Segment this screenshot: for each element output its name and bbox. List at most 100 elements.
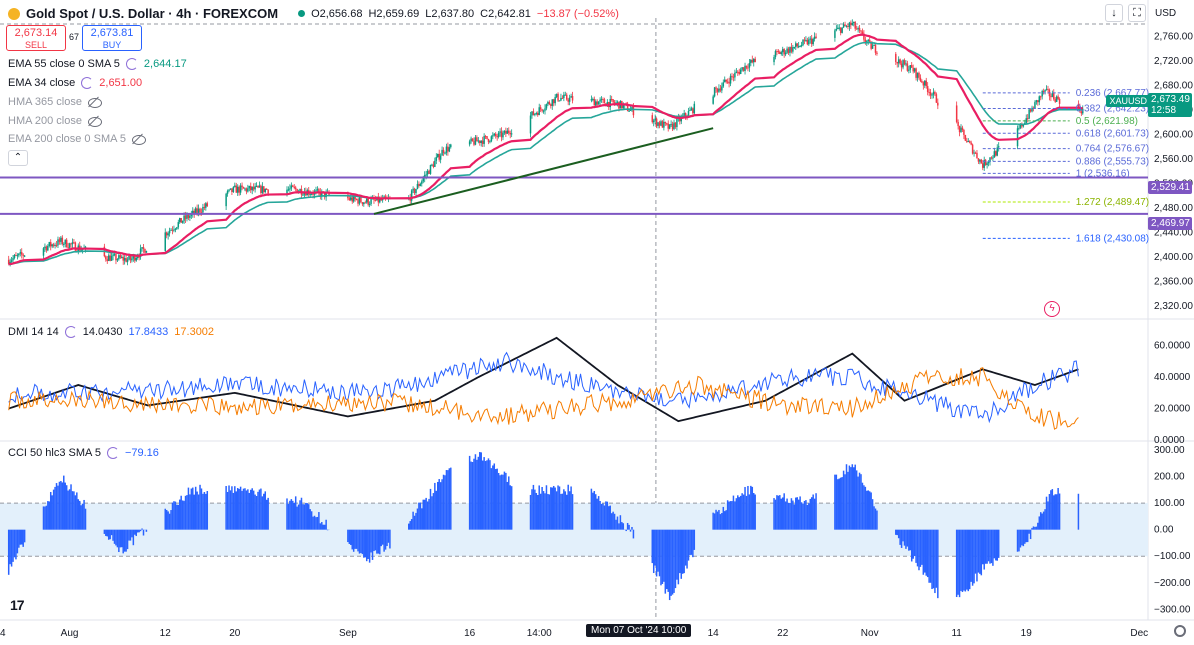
candle-body: [138, 256, 140, 258]
settings-gear-icon[interactable]: [1174, 625, 1186, 637]
cci-bar: [506, 481, 509, 530]
candle-body: [57, 239, 59, 246]
cci-bar: [1050, 490, 1052, 530]
cci-bar: [373, 529, 375, 552]
candle-body: [668, 124, 671, 129]
cci-bar: [376, 529, 378, 554]
cci-bar: [70, 484, 72, 530]
candle-body: [350, 197, 352, 200]
cci-bar: [690, 529, 693, 555]
cci-bar: [1034, 526, 1036, 530]
candle-body: [367, 198, 369, 205]
candle-body: [748, 63, 751, 68]
candle-body: [910, 65, 913, 68]
cci-bar: [793, 504, 796, 530]
candle-body: [689, 110, 691, 112]
cci-legend[interactable]: CCI 50 hlc3 SMA 5 −79.16: [8, 447, 159, 459]
indicator-ema34[interactable]: EMA 34 close 2,651.00: [8, 77, 142, 89]
cci-bar: [258, 489, 261, 530]
cci-bar: [434, 482, 436, 530]
candle-body: [554, 97, 556, 104]
cci-bar: [286, 498, 288, 530]
ohlc-high: H2,659.69: [368, 7, 420, 20]
fib-label: 1 (2,536.16): [1076, 168, 1130, 179]
candle-body: [118, 255, 120, 260]
indicator-hma200[interactable]: HMA 200 close: [8, 115, 102, 127]
candle-body: [787, 48, 790, 53]
cci-bar: [609, 505, 611, 530]
indicator-ema55[interactable]: EMA 55 close 0 SMA 5 2,644.17: [8, 58, 187, 70]
cci-bar: [322, 524, 324, 530]
cci-bar: [541, 487, 543, 530]
cci-bar: [119, 529, 122, 548]
sell-button[interactable]: 2,673.14 SELL: [6, 25, 66, 51]
download-button[interactable]: ↓: [1105, 4, 1123, 22]
collapse-legend-button[interactable]: ⌃: [8, 150, 28, 166]
cci-bars: [7, 452, 1080, 601]
hidden-eye-icon[interactable]: [87, 115, 102, 127]
candle-body: [651, 115, 654, 123]
candle-body: [683, 113, 685, 116]
cci-bar: [486, 460, 488, 530]
cci-bar: [367, 529, 369, 559]
dmi-legend[interactable]: DMI 14 14 14.0430 17.8433 17.3002: [8, 326, 214, 338]
candle-body: [235, 185, 238, 193]
cci-bar: [134, 529, 136, 535]
hidden-eye-icon[interactable]: [132, 133, 147, 145]
cci-bar: [692, 529, 694, 558]
indicator-hma365[interactable]: HMA 365 close: [8, 96, 102, 108]
hline-tag-2: 2,469.97: [1148, 217, 1192, 230]
symbol-title[interactable]: Gold Spot / U.S. Dollar · 4h · FOREXCOM: [26, 6, 279, 21]
candle-body: [142, 247, 145, 250]
cci-bar: [897, 529, 900, 539]
candle-body: [54, 244, 56, 246]
cci-bar: [186, 495, 188, 530]
alert-lightning-icon[interactable]: ϟ: [1044, 301, 1060, 317]
indicator-ema200[interactable]: EMA 200 close 0 SMA 5: [8, 133, 147, 145]
candle-body: [261, 186, 264, 194]
candle-body: [810, 38, 813, 45]
cci-bar: [684, 529, 687, 566]
cci-bar: [725, 510, 727, 530]
cci-bar: [937, 529, 939, 599]
buy-button[interactable]: 2,673.81 BUY: [82, 25, 142, 51]
candle-body: [168, 230, 171, 234]
cci-bar: [660, 529, 662, 586]
spread-value: 67: [69, 32, 80, 42]
candle-body: [13, 255, 16, 258]
candle-body: [968, 141, 971, 143]
candle-body: [508, 130, 510, 134]
candle-body: [468, 141, 471, 145]
cci-bar: [715, 509, 717, 530]
cci-bar: [910, 529, 913, 562]
cci-bar: [895, 529, 897, 535]
candle-body: [412, 188, 414, 191]
cci-bar: [924, 529, 926, 573]
cci-bar: [413, 515, 416, 530]
cci-tick-label: 100.00: [1154, 498, 1185, 509]
cci-bar: [902, 529, 904, 542]
candle-body: [197, 208, 200, 213]
candle-body: [503, 130, 506, 133]
candle-body: [134, 255, 136, 261]
candle-body: [245, 188, 248, 192]
cci-bar: [13, 529, 16, 558]
cci-bar: [170, 510, 172, 530]
candle-body: [363, 202, 365, 205]
currency-selector[interactable]: USD: [1155, 8, 1177, 19]
cci-bar: [61, 482, 64, 530]
fullscreen-button[interactable]: ⛶: [1128, 4, 1146, 22]
candle-body: [661, 121, 664, 128]
cci-bar: [548, 494, 551, 530]
candle-body: [109, 255, 111, 261]
candle-body: [1044, 89, 1046, 92]
candle-body: [1051, 93, 1054, 97]
candle-body: [958, 126, 961, 133]
cci-bar: [864, 486, 867, 530]
candle-body: [1057, 96, 1059, 99]
candle-body: [189, 215, 191, 218]
cci-bar: [552, 485, 555, 530]
hidden-eye-icon[interactable]: [87, 96, 102, 108]
